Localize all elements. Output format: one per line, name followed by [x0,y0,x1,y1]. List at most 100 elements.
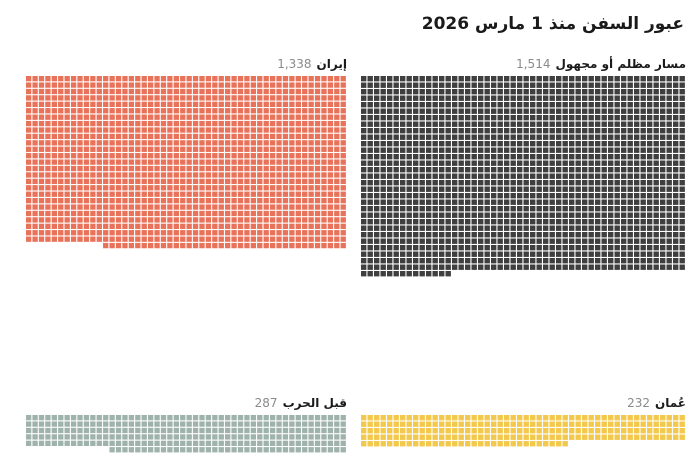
waffle-square [614,212,620,218]
waffle-square [491,147,497,153]
waffle-square [141,204,147,210]
waffle-square [269,95,276,101]
waffle-square [51,114,57,120]
waffle-square [393,193,399,199]
waffle-square [180,217,186,223]
waffle-square [679,232,685,238]
waffle-square [640,232,646,238]
waffle-square [640,225,646,231]
waffle-square [380,115,386,121]
waffle-square [167,236,173,242]
waffle-square [679,186,685,192]
waffle-square [556,232,562,238]
waffle-square [582,232,588,238]
waffle-square [263,165,269,172]
waffle-square [465,245,471,251]
waffle-square [517,121,523,127]
waffle-square [334,178,340,185]
waffle-square [115,153,122,159]
waffle-square [51,172,57,178]
waffle-square [135,210,141,217]
waffle-square [634,415,640,421]
waffle-square [621,160,627,166]
waffle-square [374,128,380,134]
waffle-square [225,204,231,210]
waffle-square [83,114,90,120]
waffle-square [673,154,679,160]
waffle-square [439,271,445,277]
waffle-square [679,258,685,264]
waffle-square [96,146,102,152]
waffle-square [263,95,269,101]
waffle-square [530,421,536,427]
waffle-square [523,95,529,101]
waffle-square [569,147,575,153]
waffle-square [562,89,568,95]
waffle-square [282,133,289,140]
waffle-square [237,223,244,229]
waffle-square [497,128,503,134]
waffle-square [413,121,419,127]
waffle-square [543,415,549,421]
waffle-square [445,102,451,108]
waffle-square [199,76,205,82]
waffle-square [523,82,529,88]
waffle-square [334,427,340,434]
waffle-square [263,114,269,120]
waffle-square [361,180,367,186]
waffle-square [465,95,471,101]
waffle-square [504,238,510,244]
waffle-square [295,108,301,114]
waffle-square [282,172,289,178]
waffle-square [340,165,346,172]
waffle-square [478,160,484,166]
waffle-square [374,82,380,88]
waffle-square [115,82,122,88]
waffle-square [432,121,438,127]
waffle-square [295,242,301,249]
waffle-square [263,427,269,434]
waffle-square [569,415,575,421]
waffle-square [569,212,575,218]
waffle-square [154,242,160,249]
waffle-square [212,217,218,223]
waffle-square [517,219,523,225]
waffle-square [614,421,620,427]
waffle-square [186,415,192,421]
waffle-square [562,238,568,244]
waffle-square [517,167,523,173]
waffle-square [491,128,497,134]
waffle-square [374,180,380,186]
waffle-square [465,89,471,95]
waffle-square [154,82,160,88]
waffle-square [327,434,334,440]
waffle-square [439,428,445,434]
waffle-square [180,415,186,421]
waffle-square [491,154,497,160]
waffle-square [387,225,393,231]
waffle-square [588,421,594,427]
waffle-square [452,441,458,447]
waffle-square [38,204,45,210]
waffle-square [135,153,141,159]
waffle-square [569,180,575,186]
waffle-square [575,264,581,270]
waffle-square [419,95,425,101]
waffle-square [679,225,685,231]
waffle-square [186,114,192,120]
waffle-square [314,108,321,114]
waffle-square [314,427,321,434]
waffle-square [653,115,659,121]
waffle-square [205,172,212,178]
waffle-square [90,204,96,210]
waffle-square [295,204,301,210]
waffle-square [135,434,141,440]
waffle-square [141,140,147,146]
waffle-square [471,238,477,244]
waffle-square [582,251,588,257]
waffle-square [45,114,51,120]
waffle-square [510,154,516,160]
waffle-square [173,165,179,172]
waffle-square [608,141,614,147]
waffle-square [660,193,666,199]
